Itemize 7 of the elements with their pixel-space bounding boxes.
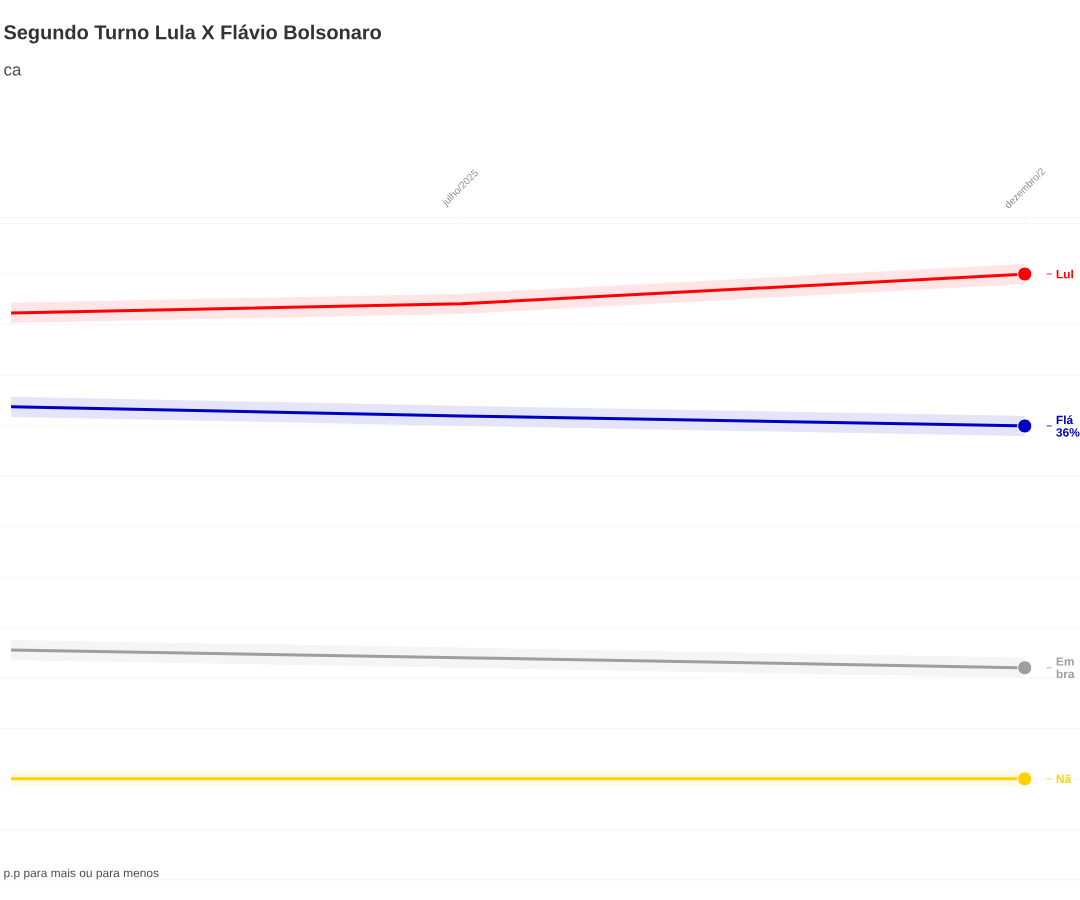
legend-label: Flá 36% [1056,415,1080,437]
text: p.p para mais ou para menos [4,868,159,880]
chart-title: Segundo Turno Lula X Flávio Bolsonaro [4,24,381,44]
legend-label: Em bra [1056,657,1075,679]
legend-label: Lul [1056,269,1073,279]
legend-label: Nã [1056,774,1072,784]
chart-subtitle: ca [4,66,22,76]
